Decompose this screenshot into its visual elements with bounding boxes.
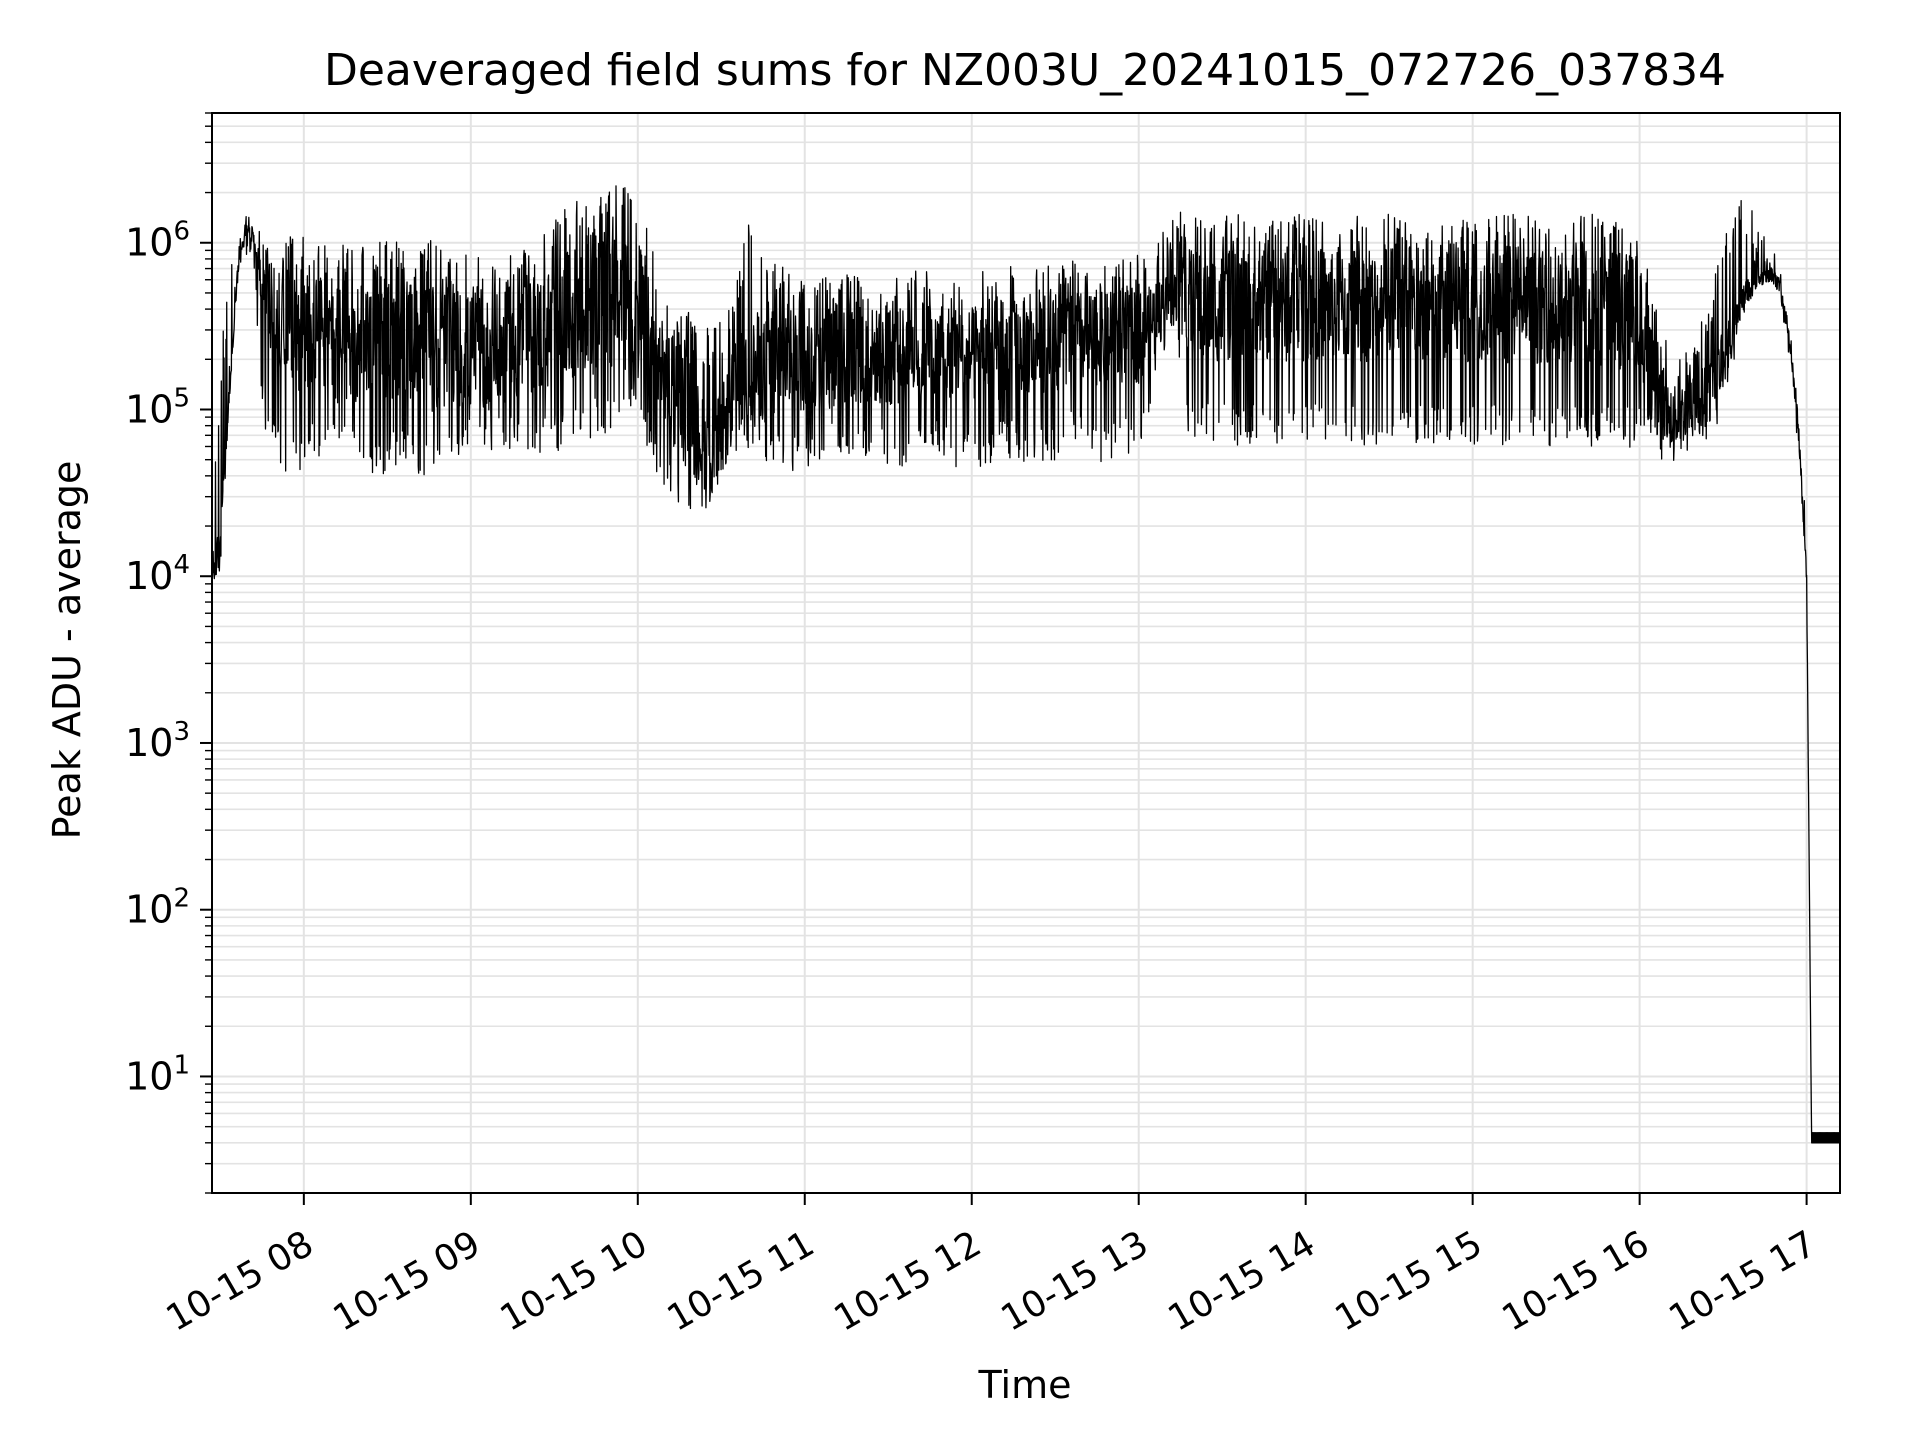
y-tick-label: 102	[125, 884, 190, 932]
y-tick-label: 105	[125, 383, 190, 431]
y-tick-label: 106	[125, 217, 190, 265]
chart-title: Deaveraged field sums for NZ003U_2024101…	[324, 45, 1726, 96]
data-series	[211, 185, 1841, 1144]
y-tick-label: 104	[125, 550, 190, 598]
y-tick-label: 103	[125, 717, 190, 765]
plot-frame	[211, 112, 1841, 1194]
x-axis-label: Time	[978, 1363, 1072, 1407]
y-tick-label: 101	[125, 1050, 190, 1098]
y-axis-label: Peak ADU - average	[45, 461, 89, 840]
series-line	[211, 185, 1841, 1144]
